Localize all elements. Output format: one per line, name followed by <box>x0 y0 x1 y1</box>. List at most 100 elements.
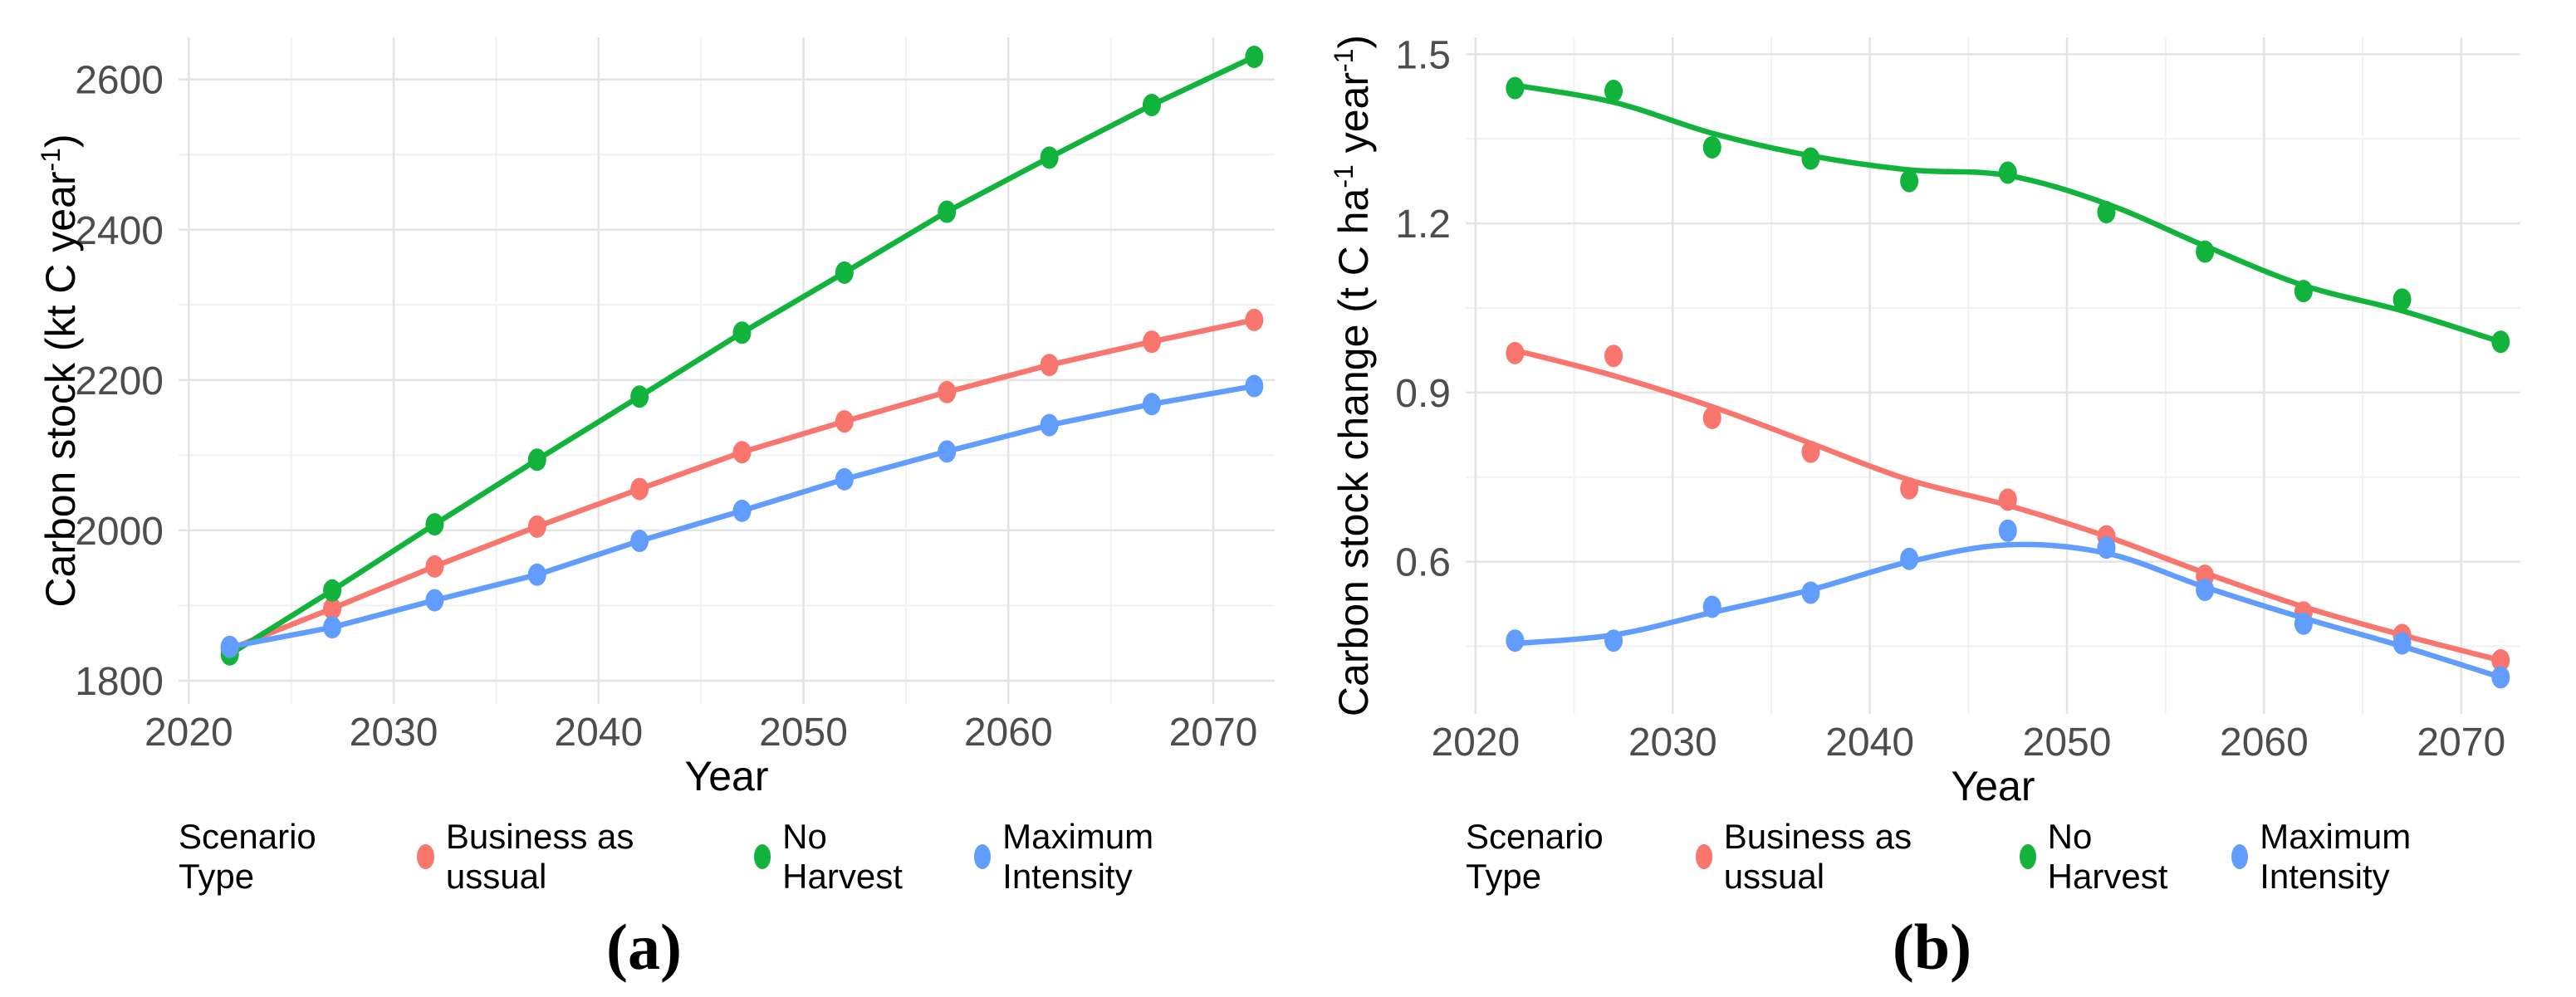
data-point <box>1900 477 1919 500</box>
data-point <box>835 261 854 284</box>
data-point <box>2294 280 2313 303</box>
x-tick-label: 2070 <box>2417 721 2505 765</box>
x-axis-title: Year <box>1951 763 2035 809</box>
series-line <box>1512 541 2504 681</box>
data-point <box>1040 146 1059 169</box>
data-point <box>938 200 957 223</box>
data-point <box>1900 547 1919 570</box>
x-tick-label: 2030 <box>350 711 438 755</box>
data-point <box>323 616 342 639</box>
legend-item: No Harvest <box>2020 817 2203 897</box>
data-point <box>1506 629 1525 652</box>
data-point <box>1245 46 1264 69</box>
data-point <box>2196 240 2215 263</box>
data-point <box>2294 612 2313 635</box>
panel-b: 0.6 0.9 1.2 1.5 2020 2030 2040 2050 2060 2070 Year… <box>1288 0 2576 997</box>
x-tick-label: 2020 <box>144 711 233 755</box>
data-point <box>1702 595 1721 618</box>
data-point <box>1801 440 1820 463</box>
data-point <box>425 513 444 536</box>
data-point <box>938 440 957 463</box>
y-tick-label: 2600 <box>75 59 164 103</box>
legend-key-dot-icon <box>2020 844 2036 869</box>
data-point <box>2491 648 2510 672</box>
y-tick-label: 2200 <box>75 359 164 403</box>
legend-a: Scenario Type Business as ussual No Harves… <box>179 817 1275 896</box>
data-point <box>527 515 546 538</box>
carbon-stock-chart: 1800 2000 2200 2400 2600 2020 2030 2040 2050 2060… <box>36 37 1275 799</box>
data-point <box>425 589 444 612</box>
y-tick-label: 1800 <box>75 660 164 704</box>
y-tick-label: 1.5 <box>1395 33 1451 77</box>
legend-item: Business as ussual <box>417 817 725 897</box>
x-tick-label: 2070 <box>1169 711 1258 755</box>
panel-a: 1800 2000 2200 2400 2600 2020 2030 2040 2050 2060… <box>36 37 1275 983</box>
data-point <box>1142 393 1161 416</box>
data-point <box>2392 632 2412 655</box>
data-point <box>323 597 342 620</box>
data-point <box>938 380 957 403</box>
x-tick-label: 2050 <box>759 711 848 755</box>
y-axis-title: Carbon stock change (t C ha-1 year-1) <box>1329 35 1377 716</box>
data-point <box>1506 341 1525 364</box>
legend-item-label: No Harvest <box>2047 817 2168 896</box>
legend-key-dot-icon <box>417 844 434 869</box>
data-point <box>1998 488 2017 511</box>
x-tick-label: 2040 <box>1825 721 1914 765</box>
x-tick-label: 2060 <box>2220 721 2309 765</box>
legend-item: Maximum Intensity <box>2231 817 2520 897</box>
data-point <box>1245 374 1264 398</box>
y-tick-label: 0.9 <box>1395 372 1451 416</box>
x-tick-label: 2020 <box>1431 721 1520 765</box>
data-point <box>1801 581 1820 604</box>
y-axis-title: Carbon stock (kt C year-1) <box>36 134 84 607</box>
x-tick-label: 2060 <box>964 711 1053 755</box>
data-point <box>425 555 444 578</box>
data-point <box>835 467 854 491</box>
data-point <box>1506 76 1525 100</box>
legend-item: Business as ussual <box>1695 817 1991 897</box>
data-point <box>1604 80 1623 103</box>
data-point <box>1702 135 1721 159</box>
data-point <box>2491 666 2510 689</box>
data-point <box>630 385 649 408</box>
data-point <box>527 563 546 586</box>
data-point <box>2491 330 2510 354</box>
legend-item-label: No Harvest <box>782 817 903 896</box>
carbon-stock-change-chart: 0.6 0.9 1.2 1.5 2020 2030 2040 2050 2060 2070 Year… <box>1329 33 2520 809</box>
legend-item: No Harvest <box>753 817 946 897</box>
data-point <box>2196 579 2215 602</box>
data-point <box>1245 308 1264 331</box>
data-point <box>2097 536 2116 560</box>
y-tick-label: 2000 <box>75 510 164 554</box>
legend-key-dot-icon <box>1695 844 1712 869</box>
legend-key-dot-icon <box>753 844 771 869</box>
data-point <box>630 477 649 501</box>
caption-a: (a) <box>606 911 682 983</box>
data-point <box>732 499 752 522</box>
legend-item-label: Maximum Intensity <box>1002 817 1154 896</box>
data-point <box>1040 413 1059 437</box>
data-point <box>630 530 649 553</box>
data-point <box>323 579 342 602</box>
legend-title: Scenario Type <box>179 817 316 896</box>
legend-item: Maximum Intensity <box>973 817 1275 897</box>
data-point <box>1604 345 1623 368</box>
data-point <box>220 635 239 658</box>
x-axis-title: Year <box>684 753 768 799</box>
series-line <box>227 317 1257 652</box>
legend-item-label: Business as ussual <box>445 817 634 896</box>
data-point <box>527 448 546 472</box>
data-point <box>732 321 752 345</box>
data-point <box>732 441 752 464</box>
x-tick-label: 2050 <box>2023 721 2112 765</box>
caption-b: (b) <box>1892 911 1972 983</box>
legend-item-label: Maximum Intensity <box>2260 817 2412 896</box>
data-point <box>2392 288 2412 311</box>
data-point <box>1801 147 1820 170</box>
data-point <box>1900 169 1919 193</box>
data-point <box>1142 330 1161 354</box>
data-point <box>2097 201 2116 224</box>
legend-title: Scenario Type <box>1466 817 1604 896</box>
data-point <box>835 410 854 433</box>
